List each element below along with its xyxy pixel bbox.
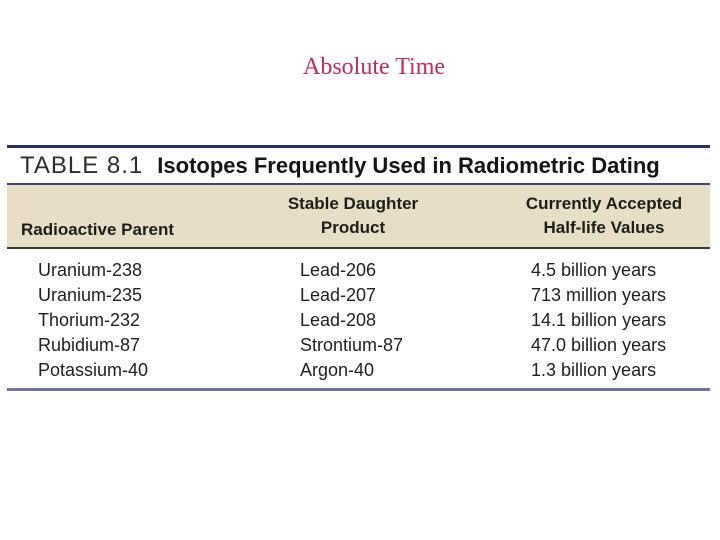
column-header-line-2: Half-life Values — [543, 218, 665, 237]
cell-half-life: 1.3 billion years — [531, 360, 657, 380]
column-header-half-life: Currently Accepted Half-life Values — [526, 192, 682, 240]
table-top-rule — [7, 145, 710, 148]
table-caption: TABLE 8.1 Isotopes Frequently Used in Ra… — [7, 148, 710, 183]
cell-radioactive-parent: Thorium-232 — [38, 310, 141, 330]
cell-half-life: 713 million years — [531, 285, 667, 305]
table-number: TABLE 8.1 — [20, 152, 144, 179]
cell-radioactive-parent: Rubidium-87 — [38, 335, 141, 355]
cell-half-life: 47.0 billion years — [531, 335, 667, 355]
table-header-row: Radioactive Parent Stable Daughter Produ… — [7, 185, 710, 249]
table-body: Uranium-238 Lead-206 4.5 billion years U… — [7, 249, 710, 388]
column-header-radioactive-parent: Radioactive Parent — [21, 220, 175, 239]
table-row: Uranium-238 Lead-206 4.5 billion years — [7, 258, 710, 283]
column-header-stable-daughter: Stable Daughter Product — [288, 192, 418, 240]
cell-stable-daughter: Strontium-87 — [300, 335, 404, 355]
table-title: Isotopes Frequently Used in Radiometric … — [157, 153, 660, 178]
column-header-line-1: Currently Accepted — [525, 194, 683, 213]
slide-title: Absolute Time — [302, 54, 446, 80]
table-caption-rule — [7, 183, 710, 185]
table-row: Uranium-235 Lead-207 713 million years — [7, 283, 710, 308]
table-bottom-rule — [7, 388, 710, 391]
cell-stable-daughter: Lead-208 — [300, 310, 377, 330]
cell-stable-daughter: Lead-207 — [300, 285, 377, 305]
cell-half-life: 14.1 billion years — [531, 310, 667, 330]
table-row: Potassium-40 Argon-40 1.3 billion years — [7, 358, 710, 383]
cell-radioactive-parent: Uranium-235 — [38, 285, 143, 305]
column-header-line-2: Product — [320, 218, 386, 237]
cell-half-life: 4.5 billion years — [531, 260, 657, 280]
column-header-line-1: Stable Daughter — [287, 194, 419, 213]
isotope-table: TABLE 8.1 Isotopes Frequently Used in Ra… — [7, 145, 710, 391]
table-row: Thorium-232 Lead-208 14.1 billion years — [7, 308, 710, 333]
table-row: Rubidium-87 Strontium-87 47.0 billion ye… — [7, 333, 710, 358]
cell-radioactive-parent: Uranium-238 — [38, 260, 143, 280]
cell-radioactive-parent: Potassium-40 — [38, 360, 149, 380]
cell-stable-daughter: Lead-206 — [300, 260, 377, 280]
cell-stable-daughter: Argon-40 — [300, 360, 375, 380]
